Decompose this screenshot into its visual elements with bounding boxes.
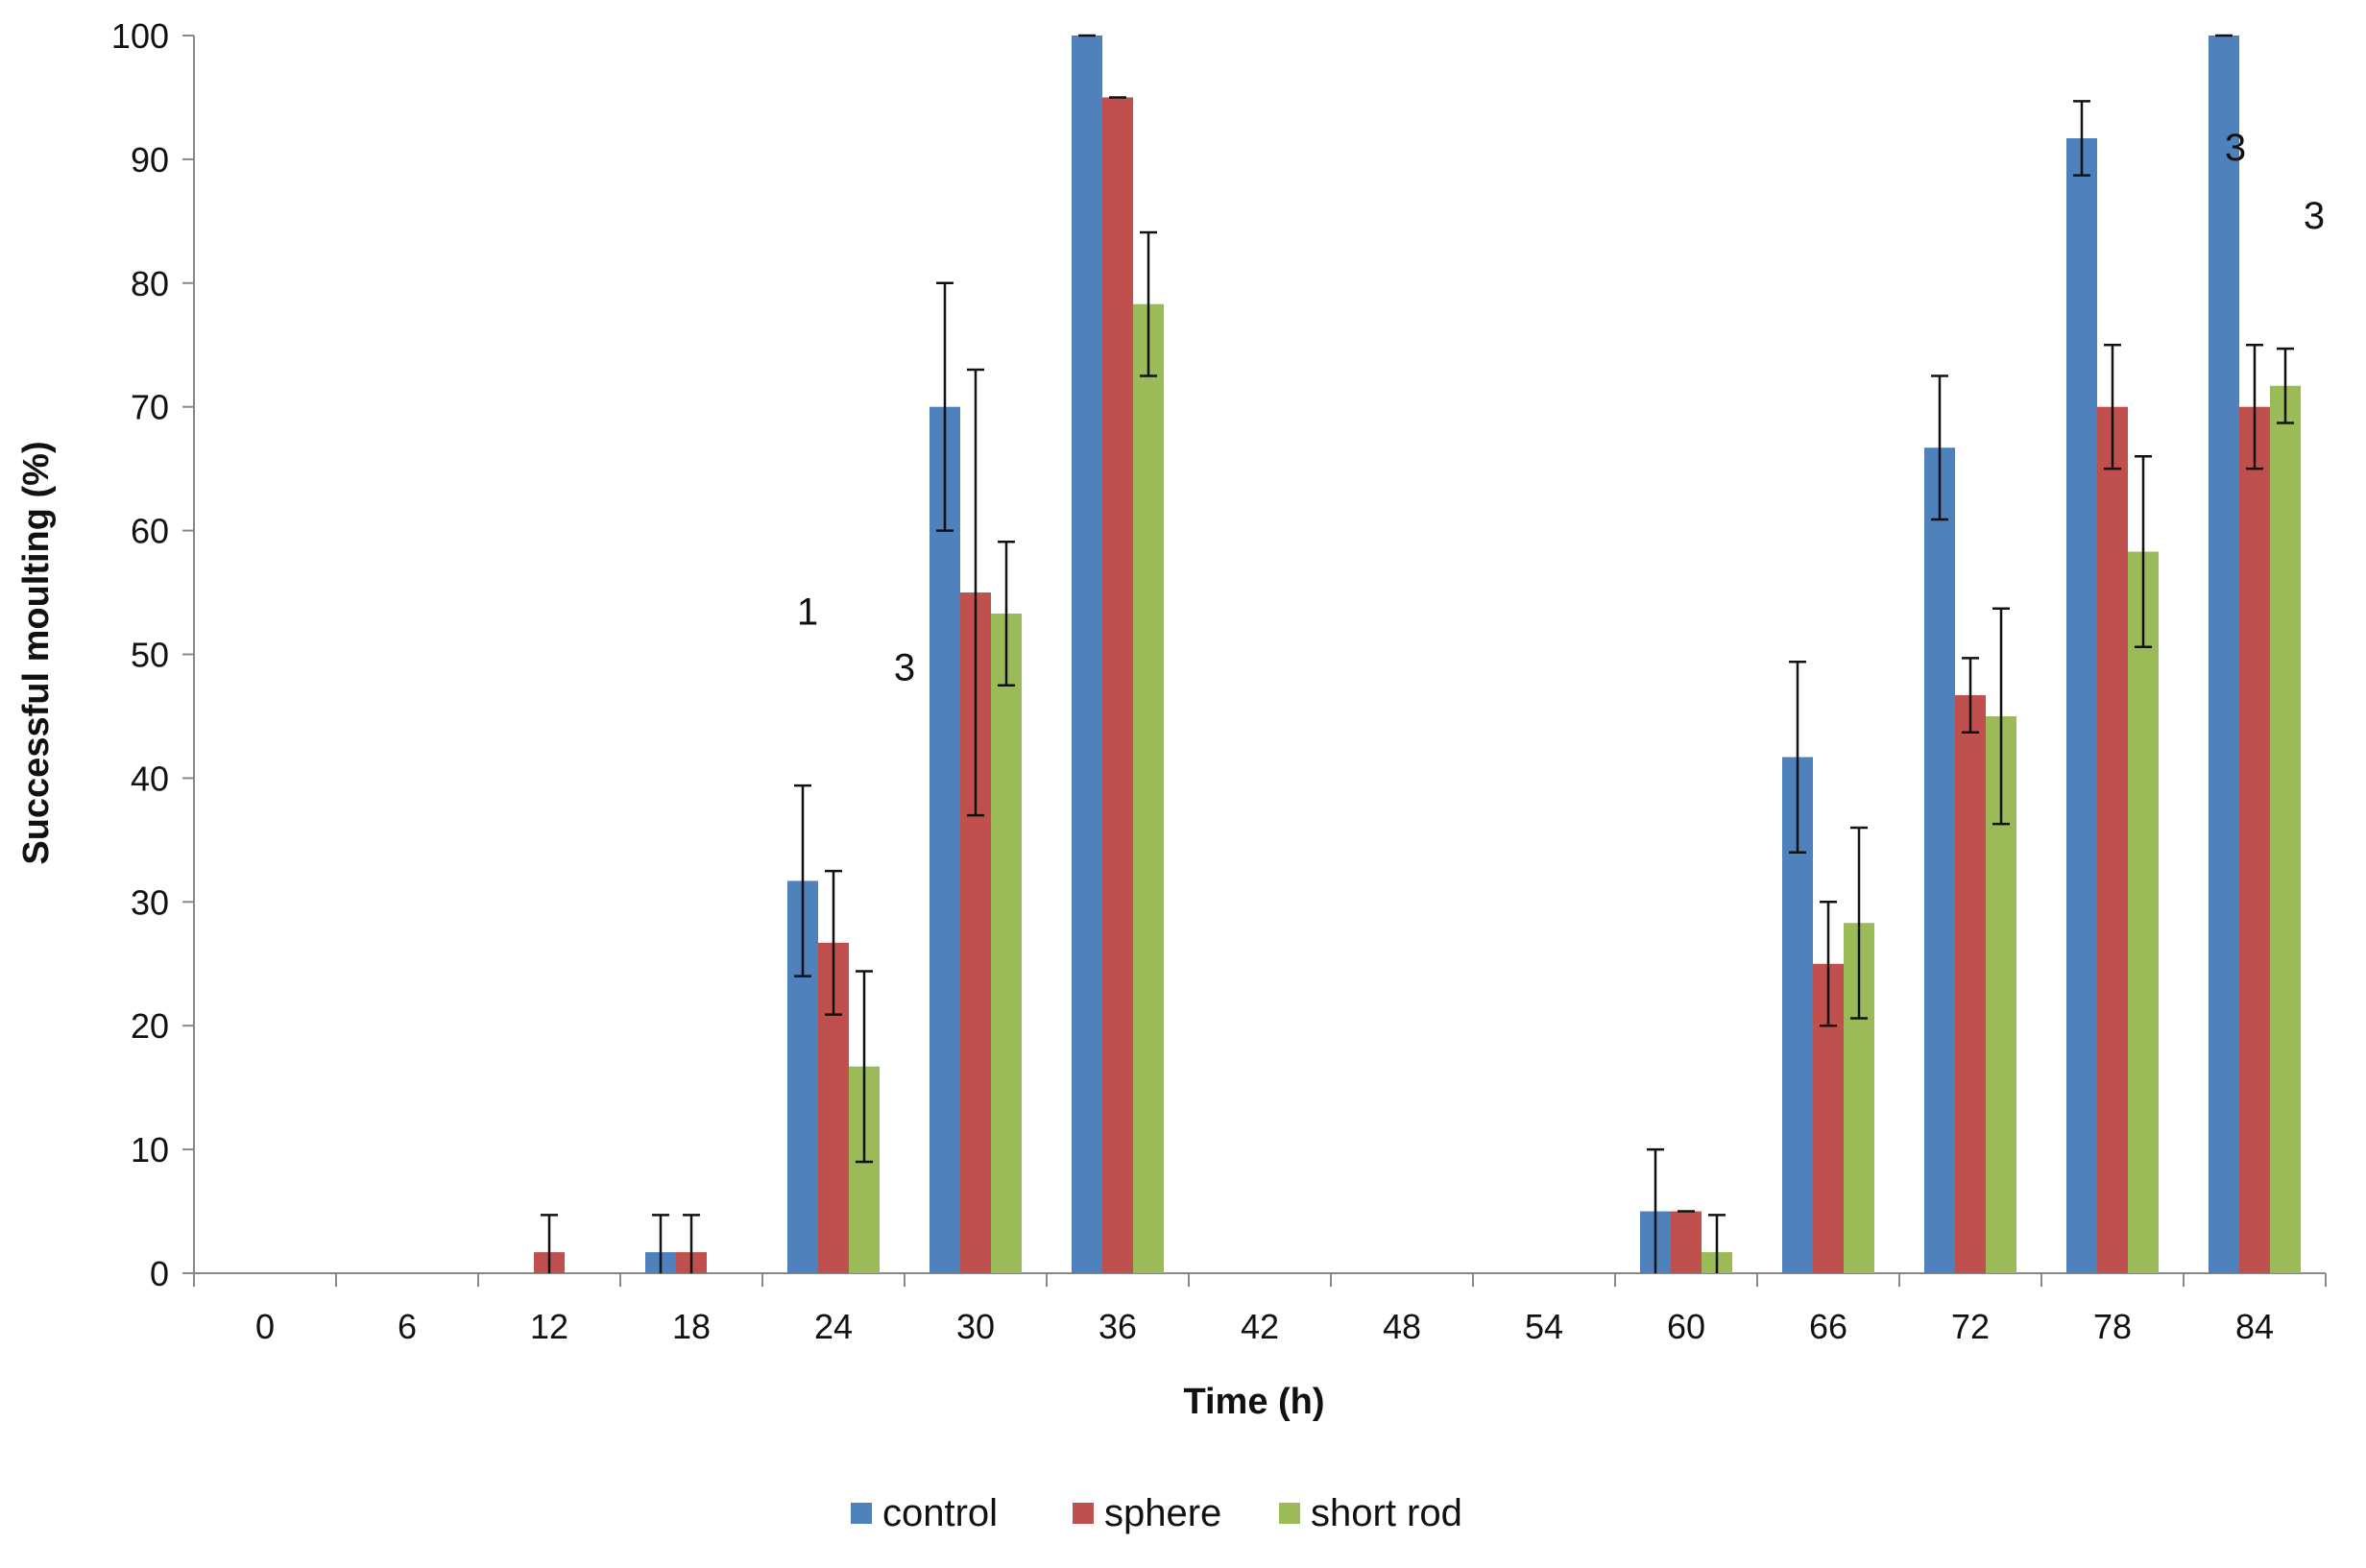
bar-sphere <box>2097 407 2128 1273</box>
y-tick-label: 100 <box>111 16 169 56</box>
bar-sphere <box>1671 1212 1702 1273</box>
bar-sphere <box>2239 407 2270 1273</box>
y-tick-label: 80 <box>131 264 169 303</box>
legend-swatch <box>851 1503 872 1524</box>
legend-label: control <box>882 1492 998 1534</box>
x-tick-label: 60 <box>1667 1307 1705 1346</box>
y-axis-title: Successful moulting (%) <box>16 441 57 864</box>
bar-sphere <box>1102 97 1133 1273</box>
x-tick-label: 36 <box>1098 1307 1137 1346</box>
y-tick-label: 70 <box>131 388 169 427</box>
legend-item-sphere: sphere <box>1073 1492 1221 1534</box>
x-tick-label: 0 <box>255 1307 275 1346</box>
x-tick-label: 42 <box>1241 1307 1279 1346</box>
x-tick-label: 6 <box>398 1307 417 1346</box>
legend: control sphere short rod <box>851 1492 1462 1534</box>
legend-swatch <box>1073 1503 1094 1524</box>
x-tick-label: 18 <box>672 1307 711 1346</box>
legend-label: sphere <box>1104 1492 1221 1534</box>
x-tick-label: 78 <box>2093 1307 2132 1346</box>
x-tick-label: 48 <box>1383 1307 1421 1346</box>
x-tick-label: 54 <box>1525 1307 1563 1346</box>
y-tick-label: 90 <box>131 140 169 180</box>
annotation-label: 3 <box>894 646 915 688</box>
y-tick-label: 40 <box>131 759 169 798</box>
y-tick-label: 10 <box>131 1130 169 1170</box>
x-tick-label: 84 <box>2235 1307 2274 1346</box>
x-tick-label: 72 <box>1951 1307 1990 1346</box>
legend-item-short-rod: short rod <box>1279 1492 1462 1534</box>
x-tick-label: 66 <box>1809 1307 1847 1346</box>
x-axis-title: Time (h) <box>1183 1382 1324 1422</box>
bar-control <box>930 407 960 1273</box>
y-tick-label: 20 <box>131 1006 169 1046</box>
annotation-label: 3 <box>2304 195 2325 237</box>
bar-sphere <box>1955 695 1986 1273</box>
legend-swatch <box>1279 1503 1300 1524</box>
annotation-label: 1 <box>797 591 818 633</box>
legend-label: short rod <box>1311 1492 1462 1534</box>
y-tick-label: 50 <box>131 636 169 675</box>
x-tick-label: 12 <box>530 1307 568 1346</box>
bar-short-rod <box>2128 552 2159 1273</box>
bar-control <box>1072 36 1102 1273</box>
bar-control <box>2066 138 2097 1273</box>
bar-control <box>1924 447 1955 1273</box>
bar-short-rod <box>991 614 1022 1273</box>
y-tick-label: 60 <box>131 512 169 551</box>
x-tick-label: 24 <box>814 1307 853 1346</box>
y-tick-label: 0 <box>150 1254 169 1293</box>
bars <box>534 36 2301 1273</box>
bar-short-rod <box>1133 304 1164 1273</box>
y-tick-label: 30 <box>131 882 169 922</box>
bar-short-rod <box>2270 386 2301 1273</box>
bar-chart: 0 10 20 30 40 50 60 70 80 90 100 0 6 12 18 24 30 36 42 48 54… <box>0 0 2366 1568</box>
legend-item-control: control <box>851 1492 998 1534</box>
x-tick-label: 30 <box>956 1307 995 1346</box>
annotation-label: 3 <box>2225 127 2246 169</box>
bar-control <box>2209 36 2239 1273</box>
